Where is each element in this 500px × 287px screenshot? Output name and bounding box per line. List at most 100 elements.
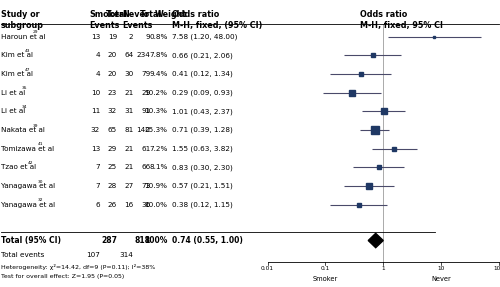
Text: 6: 6: [96, 202, 100, 208]
Text: 28: 28: [108, 183, 117, 189]
Text: 10.9%: 10.9%: [144, 183, 168, 189]
Text: 21: 21: [124, 146, 134, 152]
Text: 9: 9: [146, 34, 150, 40]
Text: 0.83 (0.30, 2.30): 0.83 (0.30, 2.30): [172, 164, 233, 170]
Text: 21: 21: [124, 164, 134, 170]
Text: 19: 19: [108, 34, 117, 40]
Text: 32: 32: [38, 198, 44, 202]
Text: 10.0%: 10.0%: [144, 202, 168, 208]
Text: Total: Total: [140, 10, 162, 19]
Text: Kim et al: Kim et al: [1, 71, 33, 77]
Text: 29: 29: [142, 90, 150, 96]
Text: Li et al: Li et al: [1, 90, 25, 96]
Text: 42: 42: [28, 161, 33, 165]
Text: 1.55 (0.63, 3.82): 1.55 (0.63, 3.82): [172, 146, 233, 152]
Text: 2: 2: [129, 34, 134, 40]
Text: 7.2%: 7.2%: [149, 146, 168, 152]
Text: Odds ratio
M-H, fixed, 95% CI: Odds ratio M-H, fixed, 95% CI: [360, 10, 443, 30]
Text: Kim et al: Kim et al: [1, 53, 33, 58]
Text: 32: 32: [108, 108, 117, 114]
Text: 91: 91: [142, 108, 150, 114]
Text: 64: 64: [124, 53, 134, 58]
Text: 11: 11: [90, 108, 100, 114]
Text: 16: 16: [124, 202, 134, 208]
Text: 81: 81: [124, 127, 134, 133]
Text: 10.3%: 10.3%: [144, 108, 168, 114]
Text: 73: 73: [142, 183, 150, 189]
Text: 61: 61: [142, 146, 150, 152]
Text: Odds ratio
M-H, fixed, (95% CI): Odds ratio M-H, fixed, (95% CI): [172, 10, 263, 30]
Text: 287: 287: [101, 236, 117, 245]
Text: 10: 10: [90, 90, 100, 96]
Text: Haroun et al: Haroun et al: [1, 34, 46, 40]
Text: 234: 234: [136, 53, 150, 58]
Text: 13: 13: [90, 146, 100, 152]
Text: 29: 29: [108, 146, 117, 152]
Text: Never
Events: Never Events: [122, 10, 153, 30]
Text: 4: 4: [96, 53, 100, 58]
Text: 1.01 (0.43, 2.37): 1.01 (0.43, 2.37): [172, 108, 233, 115]
Text: Nakata et al: Nakata et al: [1, 127, 45, 133]
Text: 26: 26: [108, 202, 117, 208]
Text: Smoker: Smoker: [313, 276, 338, 282]
Text: 4: 4: [96, 71, 100, 77]
Text: Heterogeneity: χ²=14.42, df=9 (P=0.11); I²=38%: Heterogeneity: χ²=14.42, df=9 (P=0.11); …: [1, 265, 155, 270]
Text: 9.4%: 9.4%: [149, 71, 168, 77]
Text: Never: Never: [431, 276, 451, 282]
Text: Total (95% CI): Total (95% CI): [1, 236, 61, 245]
Text: 8.1%: 8.1%: [149, 164, 168, 170]
Text: Tzao et al: Tzao et al: [1, 164, 36, 170]
Text: 21: 21: [124, 90, 134, 96]
Text: 35: 35: [22, 86, 28, 90]
Text: 13: 13: [90, 34, 100, 40]
Text: Total events: Total events: [1, 252, 44, 258]
Text: 66: 66: [142, 164, 150, 170]
Text: Total: Total: [106, 10, 128, 19]
Text: Yanagawa et al: Yanagawa et al: [1, 202, 55, 208]
Text: 100: 100: [494, 266, 500, 271]
Text: 32: 32: [90, 127, 100, 133]
Text: 0.01: 0.01: [261, 266, 274, 271]
Text: Tomizawa et al: Tomizawa et al: [1, 146, 54, 152]
Text: 10.2%: 10.2%: [144, 90, 168, 96]
Text: 0.38 (0.12, 1.15): 0.38 (0.12, 1.15): [172, 201, 233, 208]
Text: Yanagawa et al: Yanagawa et al: [1, 183, 55, 189]
Text: Smoker
Events: Smoker Events: [89, 10, 123, 30]
Text: 0.66 (0.21, 2.06): 0.66 (0.21, 2.06): [172, 52, 233, 59]
Text: 39: 39: [33, 124, 38, 128]
Text: Li et al: Li et al: [1, 108, 25, 114]
Text: 0.29 (0.09, 0.93): 0.29 (0.09, 0.93): [172, 90, 233, 96]
Text: 314: 314: [120, 252, 134, 258]
Text: 7: 7: [96, 183, 100, 189]
Text: 43: 43: [25, 49, 30, 53]
Text: Test for overall effect: Z=1.95 (P=0.05): Test for overall effect: Z=1.95 (P=0.05): [1, 274, 124, 280]
Text: 0.57 (0.21, 1.51): 0.57 (0.21, 1.51): [172, 183, 233, 189]
Text: 27: 27: [124, 183, 134, 189]
Text: Study or
subgroup: Study or subgroup: [1, 10, 44, 30]
Polygon shape: [368, 233, 384, 248]
Text: 25.3%: 25.3%: [144, 127, 168, 133]
Text: 7.58 (1.20, 48.00): 7.58 (1.20, 48.00): [172, 34, 238, 40]
Text: 20: 20: [108, 53, 117, 58]
Text: 34: 34: [22, 105, 28, 109]
Text: 100%: 100%: [144, 236, 168, 245]
Text: 7.8%: 7.8%: [149, 53, 168, 58]
Text: Weight: Weight: [155, 10, 187, 19]
Text: 0.1: 0.1: [321, 266, 330, 271]
Text: 7: 7: [96, 164, 100, 170]
Text: 0.41 (0.12, 1.34): 0.41 (0.12, 1.34): [172, 71, 233, 77]
Text: 25: 25: [108, 164, 117, 170]
Text: 818: 818: [134, 236, 150, 245]
Text: 30: 30: [124, 71, 134, 77]
Text: 0.74 (0.55, 1.00): 0.74 (0.55, 1.00): [172, 236, 244, 245]
Text: 23: 23: [108, 90, 117, 96]
Text: 31: 31: [124, 108, 134, 114]
Text: 0.71 (0.39, 1.28): 0.71 (0.39, 1.28): [172, 127, 233, 133]
Text: 20: 20: [108, 71, 117, 77]
Text: 41: 41: [38, 142, 44, 146]
Text: 0.8%: 0.8%: [149, 34, 168, 40]
Text: 10: 10: [438, 266, 445, 271]
Text: 107: 107: [86, 252, 100, 258]
Text: 65: 65: [108, 127, 117, 133]
Text: 30: 30: [38, 180, 44, 184]
